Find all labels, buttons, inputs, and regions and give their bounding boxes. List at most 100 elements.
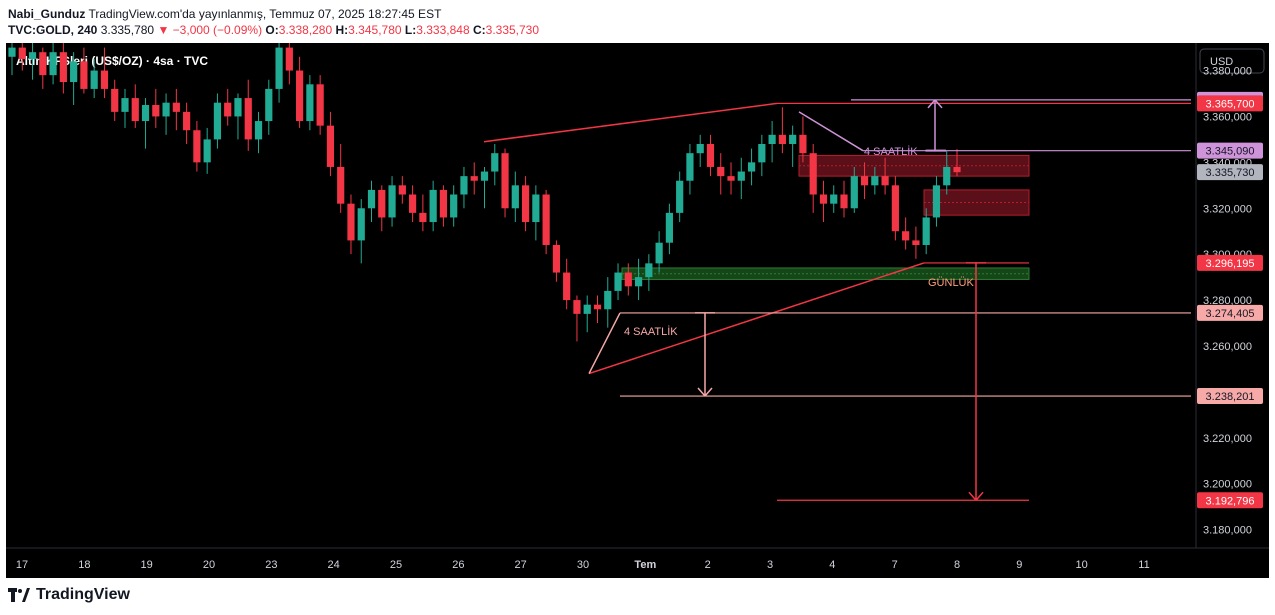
price-label-text: 3.335,730	[1206, 167, 1255, 179]
candle-body	[922, 217, 930, 245]
ohlc-line: TVC:GOLD, 240 3.335,780 ▼ −3,000 (−0.09%…	[8, 22, 539, 38]
candle	[480, 166, 489, 209]
candle-body	[624, 272, 632, 287]
price-chart[interactable]: Altın KFSleri (US$/OZ) · 4sa · TVC USD 3…	[6, 43, 1269, 578]
candle	[902, 217, 910, 250]
candle-body	[953, 166, 961, 173]
x-tick-label: 3	[767, 559, 773, 571]
upper-trendline	[483, 102, 778, 143]
candle-body	[460, 176, 468, 195]
arrow-up-violet-head-left	[927, 99, 936, 109]
candle	[778, 107, 786, 154]
candle-body	[470, 176, 478, 181]
annotation-top-4h: 4 SAATLİK	[864, 145, 918, 158]
candle	[244, 79, 252, 151]
candle-body	[337, 166, 345, 204]
candle	[347, 194, 355, 255]
author-name: Nabi_Gunduz	[8, 7, 86, 21]
arrow-down-salmon-head-right	[704, 387, 713, 397]
drawings-layer	[483, 99, 1191, 501]
candle-body	[860, 176, 869, 186]
publication-line: Nabi_Gunduz TradingView.com'da yayınlanm…	[8, 6, 539, 22]
price-label: 3.296,195	[1197, 254, 1263, 271]
candle-body	[706, 144, 715, 167]
candle-body	[850, 176, 858, 209]
x-tick-label: 18	[78, 559, 90, 571]
tradingview-logo-icon	[8, 588, 30, 602]
candle	[686, 144, 694, 195]
candle-body	[265, 88, 273, 122]
candle-body	[686, 153, 694, 181]
candle	[234, 93, 242, 140]
price-change: −3,000 (−0.09%)	[172, 23, 263, 37]
candle	[306, 75, 314, 131]
candle	[871, 166, 879, 195]
candle	[378, 185, 386, 232]
candle-body	[943, 166, 951, 186]
candle	[583, 295, 591, 333]
candle	[398, 176, 406, 204]
candle	[521, 176, 530, 232]
candle-body	[480, 171, 489, 181]
candle-body	[819, 194, 828, 204]
currency-label[interactable]: USD	[1210, 56, 1233, 68]
candle	[655, 231, 663, 273]
candle-body	[604, 290, 612, 310]
candle	[717, 153, 725, 195]
candle	[203, 127, 211, 174]
candle	[141, 98, 150, 149]
price-label: 3.274,405	[1197, 304, 1263, 321]
candle	[121, 88, 129, 128]
candle-body	[634, 277, 643, 287]
candle-body	[573, 300, 581, 314]
candle	[747, 148, 756, 186]
candle	[593, 295, 602, 324]
candle-body	[39, 52, 47, 76]
candle	[850, 166, 858, 213]
candle	[285, 43, 293, 85]
currency-button[interactable]: USD	[1199, 48, 1265, 74]
price-label-text: 3.238,201	[1206, 391, 1255, 403]
candle-body	[296, 70, 304, 122]
candle-body	[152, 104, 160, 117]
candle	[357, 199, 365, 264]
candle-body	[326, 125, 335, 167]
x-tick-label: 11	[1138, 559, 1149, 571]
candle-body	[141, 104, 150, 122]
candle-body	[378, 189, 386, 218]
candle	[696, 134, 704, 167]
supply-zone-upper	[798, 154, 1030, 177]
footer-brand: TradingView	[8, 586, 130, 604]
x-tick-label: 26	[452, 559, 464, 571]
candle	[193, 121, 201, 172]
candle	[59, 43, 67, 94]
candle	[419, 194, 427, 232]
candle-body	[532, 194, 540, 223]
published-info: TradingView.com'da yayınlanmış, Temmuz 0…	[88, 7, 442, 21]
candle-body	[439, 189, 448, 218]
x-tick-label: 27	[515, 559, 527, 571]
candle	[409, 185, 417, 223]
y-tick-label: 3.280,000	[1203, 295, 1252, 307]
candle	[501, 148, 509, 218]
x-tick-label: 30	[577, 559, 589, 571]
candle-body	[111, 88, 119, 112]
y-tick-label: 3.260,000	[1203, 341, 1252, 353]
candle	[388, 176, 396, 227]
candle-body	[450, 194, 458, 218]
candle-body	[891, 185, 899, 232]
candle	[614, 263, 622, 301]
candle	[511, 171, 519, 223]
candle-body	[902, 231, 910, 241]
candle-body	[367, 189, 376, 209]
candle-body	[254, 121, 263, 140]
candle	[70, 52, 78, 105]
candle-body	[90, 70, 98, 89]
candle-body	[347, 203, 355, 241]
y-tick-label: 3.380,000	[1203, 66, 1252, 78]
candle	[49, 43, 57, 85]
close-value: 3.335,730	[485, 23, 540, 37]
candle	[224, 88, 232, 126]
candle	[799, 116, 807, 163]
price-label-text: 3.296,195	[1206, 258, 1255, 270]
